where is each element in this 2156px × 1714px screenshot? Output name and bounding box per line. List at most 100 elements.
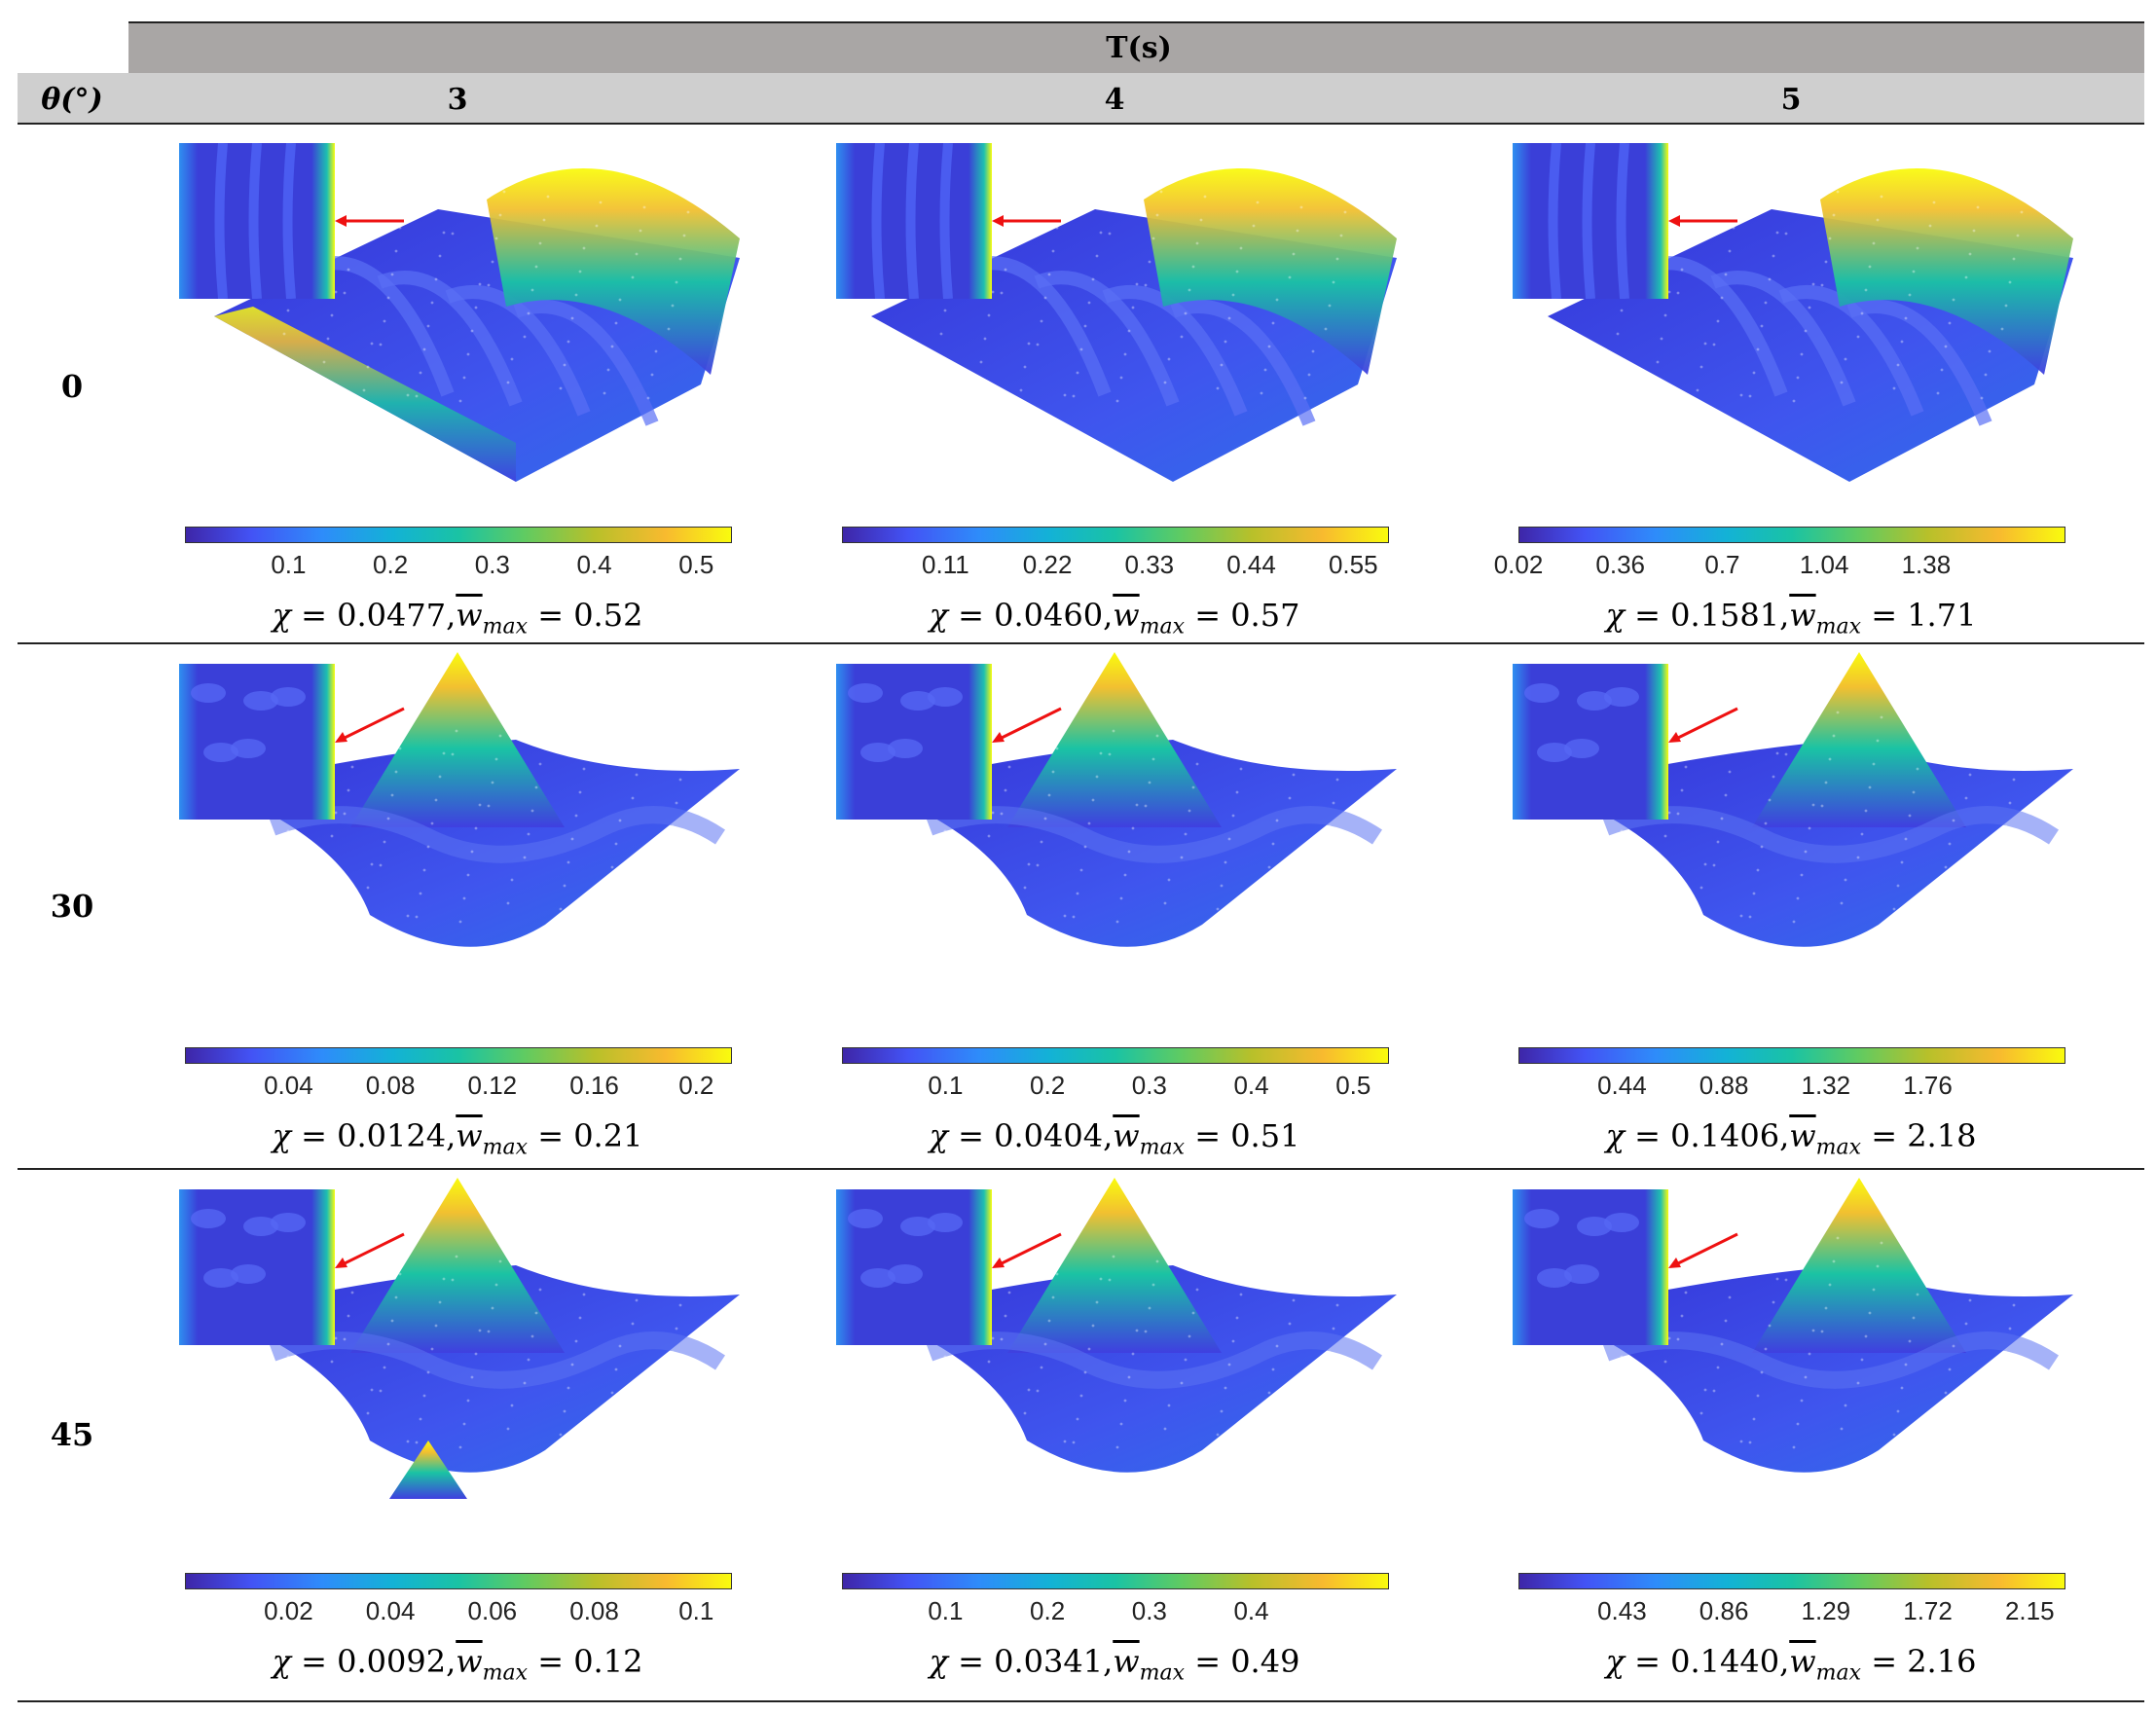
- mesh-dot: [1227, 837, 1231, 841]
- mesh-dot: [406, 1440, 410, 1443]
- mesh-dot: [542, 218, 546, 222]
- mesh-dot: [474, 306, 478, 310]
- mesh-dot: [1784, 232, 1788, 236]
- mesh-dot: [366, 365, 370, 369]
- mesh-dot: [1095, 254, 1099, 258]
- mesh-dot: [1680, 788, 1684, 792]
- mesh-dot: [318, 383, 322, 387]
- colorbar-tick-label: 0.04: [365, 1596, 416, 1625]
- mesh-dot: [635, 773, 639, 777]
- mesh-dot: [398, 747, 402, 750]
- mesh-dot: [434, 1324, 438, 1328]
- chi-symbol: χ: [929, 597, 948, 634]
- mesh-dot: [1792, 399, 1796, 403]
- surface-container: [852, 1178, 1436, 1600]
- colorbar-tick-label: 0.33: [1124, 550, 1175, 579]
- colorbar-tick-label: 0.7: [1704, 550, 1740, 579]
- mesh-dot: [1699, 365, 1703, 369]
- mesh-dot: [406, 393, 410, 397]
- separator: ,: [1103, 1117, 1114, 1154]
- surface-undulation: [1602, 806, 2059, 863]
- colorbar-tick-label: 0.08: [365, 1071, 416, 1100]
- mesh-dot: [1896, 1409, 1900, 1413]
- mesh-dot: [1788, 729, 1792, 733]
- mesh-dot: [1167, 878, 1171, 882]
- arrow-head: [992, 732, 1005, 743]
- inset-container: [1513, 664, 1668, 823]
- mesh-dot: [1027, 862, 1031, 866]
- mesh-dot: [1271, 842, 1275, 846]
- mesh-dot: [286, 1355, 290, 1359]
- mesh-dot: [1692, 718, 1696, 722]
- mesh-dot: [487, 1330, 491, 1333]
- mesh-dot: [1716, 319, 1720, 323]
- mesh-dot: [667, 848, 671, 852]
- mesh-dot: [455, 208, 458, 212]
- mesh-dot: [595, 1270, 599, 1274]
- surface-plot: [871, 1178, 1397, 1473]
- cell-caption: χ = 0.0460,wmax = 0.57: [930, 597, 1300, 638]
- mesh-dot: [347, 788, 350, 792]
- mesh-dot: [1663, 313, 1667, 317]
- mesh-dot: [563, 363, 566, 367]
- mesh-dot: [1347, 401, 1351, 405]
- mesh-dot: [686, 210, 690, 214]
- mesh-dot: [1824, 260, 1828, 264]
- mesh-dot: [1036, 343, 1040, 346]
- mesh-dot: [1988, 349, 1992, 353]
- mesh-dot: [642, 205, 646, 209]
- mesh-dot: [347, 268, 350, 272]
- mesh-dot: [1699, 886, 1703, 890]
- mesh-dot: [458, 920, 462, 924]
- colorbar-tick-label: 0.4: [576, 550, 612, 579]
- mesh-dot: [1163, 1427, 1167, 1431]
- mesh-dot: [326, 1383, 330, 1387]
- mesh-dot: [1079, 1394, 1083, 1398]
- mesh-dot: [1716, 840, 1720, 844]
- mesh-dot: [334, 290, 338, 294]
- mesh-dot: [1043, 296, 1047, 300]
- mesh-dot: [354, 742, 358, 746]
- inset-blob: [1564, 1264, 1599, 1284]
- mesh-dot: [1155, 1259, 1159, 1263]
- mesh-dot: [1612, 876, 1616, 880]
- mesh-dot: [1099, 1277, 1103, 1281]
- mesh-dot: [1188, 1334, 1191, 1338]
- surface-base: [214, 740, 740, 947]
- mesh-dot: [606, 889, 610, 893]
- mesh-dot: [1303, 1442, 1307, 1446]
- mesh-dot: [478, 1329, 482, 1332]
- mesh-dot: [1964, 1322, 1968, 1326]
- inset-container: [1513, 1189, 1668, 1349]
- mesh-dot: [1656, 360, 1660, 364]
- mesh-dot: [1203, 715, 1207, 719]
- colorbar-tick-label: 0.02: [264, 1596, 313, 1625]
- surface-peak: [1752, 1178, 1966, 1353]
- mesh-dot: [442, 1277, 446, 1281]
- mesh-dot: [442, 231, 446, 235]
- surface-undulation: [269, 806, 725, 863]
- surface-plot: [214, 168, 740, 482]
- chi-symbol: χ: [272, 1643, 291, 1680]
- mesh-dot: [390, 1319, 394, 1323]
- arrow-head: [335, 1258, 347, 1268]
- surface-plot: [1548, 168, 2073, 482]
- mesh-dot: [1696, 909, 1699, 913]
- mesh-dot: [1811, 1329, 1815, 1332]
- inset-blob: [203, 743, 238, 762]
- column-header-4: 4: [1104, 83, 1125, 117]
- inset-blob: [271, 687, 306, 707]
- mesh-dot: [402, 1249, 406, 1253]
- mesh-dot: [983, 1383, 987, 1387]
- mesh-dot: [1724, 1319, 1728, 1323]
- max-subscript: max: [1815, 1660, 1862, 1686]
- mesh-dot: [1684, 244, 1688, 248]
- colorbar-tick-label: 0.44: [1597, 1071, 1647, 1100]
- mesh-dot: [2000, 848, 2004, 852]
- mesh-dot: [438, 1300, 442, 1304]
- mesh-dot: [1135, 1329, 1139, 1332]
- mesh-dot: [1880, 195, 1883, 199]
- colorbar-tick-label: 0.12: [467, 1071, 518, 1100]
- mesh-dot: [430, 821, 434, 825]
- mesh-dot: [1944, 1391, 1948, 1395]
